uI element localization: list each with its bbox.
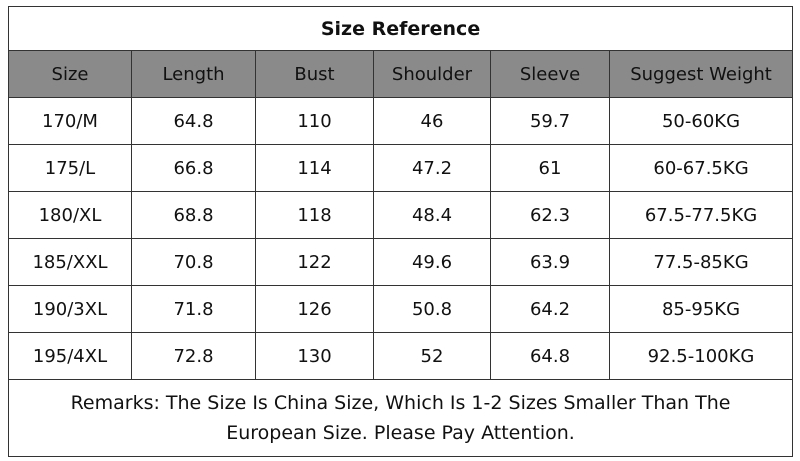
header-cell: Bust	[255, 50, 374, 98]
data-cell: 64.2	[490, 285, 610, 333]
data-cell: 122	[255, 238, 374, 286]
header-cell: Size	[8, 50, 132, 98]
data-cell: 50-60KG	[608, 97, 794, 145]
remarks-row: Remarks: The Size Is China Size, Which I…	[7, 379, 794, 457]
title-row: Size Reference	[7, 6, 794, 51]
data-cell: 185/XXL	[8, 238, 132, 286]
data-cell: 62.3	[490, 191, 610, 239]
data-cell: 49.6	[373, 238, 491, 286]
data-row: 190/3XL 71.8 126 50.8 64.2 85-95KG	[8, 285, 794, 333]
size-table-container: Size Reference Size Length Bust Shoulder Sle…	[7, 6, 794, 457]
data-cell: 118	[255, 191, 374, 239]
data-row: 175/L 66.8 114 47.2 61 60-67.5KG	[8, 144, 794, 192]
data-cell: 66.8	[131, 144, 256, 192]
header-row: Size Length Bust Shoulder Sleeve Suggest Weig…	[8, 50, 794, 98]
header-cell: Shoulder	[373, 50, 491, 98]
table-title: Size Reference	[7, 6, 794, 51]
data-cell: 72.8	[131, 332, 256, 380]
size-table: Size Reference Size Length Bust Shoulder Sle…	[7, 6, 794, 457]
data-row: 195/4XL 72.8 130 52 64.8 92.5-100KG	[8, 332, 794, 380]
data-cell: 175/L	[8, 144, 132, 192]
data-cell: 63.9	[490, 238, 610, 286]
data-cell: 126	[255, 285, 374, 333]
data-cell: 85-95KG	[608, 285, 794, 333]
data-row: 180/XL 68.8 118 48.4 62.3 67.5-77.5KG	[8, 191, 794, 239]
data-cell: 77.5-85KG	[608, 238, 794, 286]
data-cell: 46	[373, 97, 491, 145]
data-cell: 70.8	[131, 238, 256, 286]
data-cell: 61	[490, 144, 610, 192]
data-cell: 52	[373, 332, 491, 380]
header-cell: Sleeve	[490, 50, 610, 98]
data-cell: 92.5-100KG	[608, 332, 794, 380]
header-cell: Suggest Weight	[608, 50, 794, 98]
header-cell: Length	[131, 50, 256, 98]
data-cell: 110	[255, 97, 374, 145]
data-cell: 59.7	[490, 97, 610, 145]
data-cell: 60-67.5KG	[608, 144, 794, 192]
data-cell: 195/4XL	[8, 332, 132, 380]
data-cell: 68.8	[131, 191, 256, 239]
remarks: Remarks: The Size Is China Size, Which I…	[7, 379, 794, 457]
data-cell: 64.8	[131, 97, 256, 145]
data-cell: 130	[255, 332, 374, 380]
data-cell: 180/XL	[8, 191, 132, 239]
data-cell: 114	[255, 144, 374, 192]
data-cell: 170/M	[8, 97, 132, 145]
data-cell: 47.2	[373, 144, 491, 192]
data-cell: 71.8	[131, 285, 256, 333]
data-row: 185/XXL 70.8 122 49.6 63.9 77.5-85KG	[8, 238, 794, 286]
data-cell: 48.4	[373, 191, 491, 239]
data-row: 170/M 64.8 110 46 59.7 50-60KG	[8, 97, 794, 145]
data-cell: 50.8	[373, 285, 491, 333]
data-cell: 64.8	[490, 332, 610, 380]
data-cell: 67.5-77.5KG	[608, 191, 794, 239]
table-body: Size Reference Size Length Bust Shoulder Sle…	[7, 6, 794, 457]
data-cell: 190/3XL	[8, 285, 132, 333]
